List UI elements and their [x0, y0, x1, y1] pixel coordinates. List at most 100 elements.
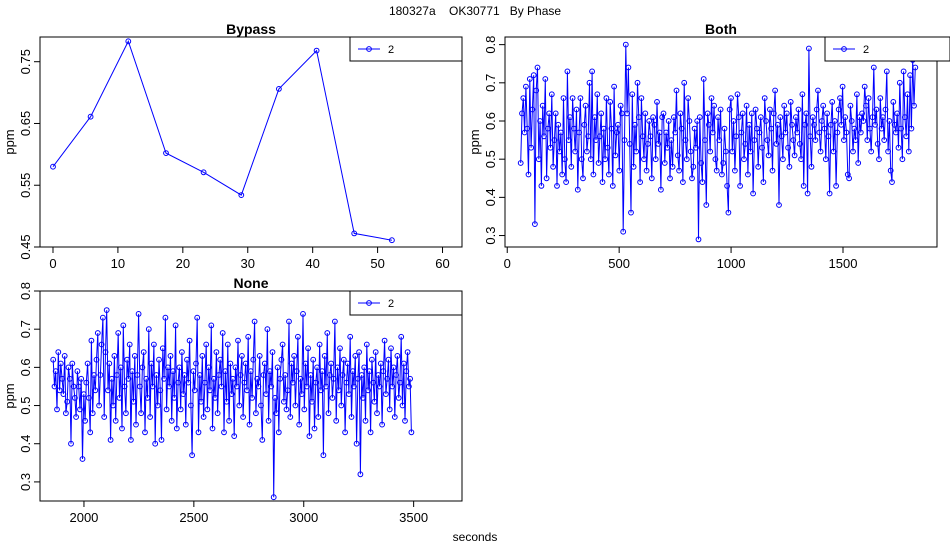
data-point: [304, 383, 310, 390]
x-tick-label: 60: [435, 256, 449, 271]
data-point: [874, 141, 881, 147]
data-point: [757, 114, 764, 121]
data-point: [125, 375, 132, 382]
data-point: [72, 395, 78, 401]
data-point: [247, 368, 254, 375]
data-point: [139, 364, 146, 371]
y-tick-label: 0.3: [483, 227, 498, 245]
data-point: [902, 114, 908, 121]
data-point: [289, 379, 296, 386]
data-point: [820, 102, 827, 109]
data-point: [693, 144, 699, 151]
data-point: [807, 133, 814, 140]
data-point: [351, 383, 357, 390]
data-point: [804, 190, 811, 197]
x-tick-label: 0: [504, 256, 511, 271]
data-point: [572, 148, 579, 155]
data-point: [547, 144, 554, 151]
x-tick-label: 3500: [399, 510, 428, 525]
data-point: [546, 110, 553, 117]
data-point: [911, 102, 917, 109]
data-point: [803, 110, 810, 117]
data-point: [191, 387, 198, 394]
data-point: [782, 129, 789, 136]
data-point: [140, 349, 147, 356]
data-point: [78, 375, 85, 382]
data-point: [216, 372, 222, 378]
data-point: [556, 148, 563, 155]
data-point: [772, 87, 778, 94]
data-point: [612, 152, 619, 159]
data-point: [116, 395, 123, 401]
data-point: [332, 318, 338, 325]
panel-title: Both: [705, 21, 737, 37]
data-point: [846, 175, 852, 182]
data-point: [223, 398, 230, 405]
legend-marker: [366, 300, 372, 306]
data-point: [533, 87, 540, 94]
data-point: [663, 129, 669, 136]
data-point: [520, 95, 527, 101]
data-point: [643, 167, 650, 174]
data-point: [899, 156, 906, 163]
data-point: [904, 91, 911, 98]
data-point: [196, 372, 203, 378]
data-point: [704, 110, 711, 117]
data-point: [221, 429, 227, 436]
data-point: [388, 345, 394, 352]
data-point: [218, 383, 225, 390]
data-point: [390, 364, 397, 371]
data-point: [148, 360, 155, 367]
data-point: [145, 326, 152, 333]
data-point: [523, 83, 529, 90]
data-point: [542, 76, 549, 82]
plot-frame: [504, 36, 938, 248]
data-point: [92, 387, 99, 394]
data-point: [831, 118, 838, 124]
x-tick-label: 40: [305, 256, 319, 271]
data-point: [89, 410, 96, 417]
data-point: [404, 349, 411, 356]
data-point: [50, 163, 56, 170]
data-point: [665, 118, 672, 124]
data-point: [267, 368, 273, 375]
data-point: [686, 118, 693, 124]
data-point: [55, 349, 62, 356]
data-point: [79, 456, 86, 462]
data-point: [577, 95, 584, 101]
data-point: [611, 83, 617, 90]
data-point: [857, 129, 864, 136]
data-point: [672, 129, 679, 136]
data-point: [238, 192, 245, 199]
data-point: [821, 125, 828, 132]
data-point: [106, 360, 113, 367]
data-point: [551, 137, 558, 144]
data-point: [240, 414, 247, 420]
data-point: [389, 383, 396, 390]
data-point: [110, 402, 116, 409]
data-point: [66, 375, 73, 382]
data-point: [696, 114, 703, 121]
data-point: [519, 110, 525, 117]
data-point: [235, 337, 241, 344]
data-point: [539, 102, 546, 109]
data-point: [624, 110, 630, 117]
data-point: [776, 202, 782, 208]
data-point: [620, 228, 627, 235]
data-point: [204, 406, 211, 413]
data-point: [324, 330, 331, 336]
data-point: [129, 368, 136, 375]
data-point: [855, 160, 862, 166]
data-point: [565, 137, 572, 144]
data-point: [582, 102, 589, 109]
data-point: [812, 137, 819, 144]
data-point: [360, 395, 366, 401]
data-point: [86, 395, 92, 401]
data-point: [251, 318, 258, 325]
data-point: [394, 353, 401, 359]
series-2: [50, 38, 395, 244]
data-point: [751, 137, 758, 144]
data-point: [829, 99, 836, 105]
data-point: [622, 41, 629, 48]
data-point: [737, 183, 743, 189]
